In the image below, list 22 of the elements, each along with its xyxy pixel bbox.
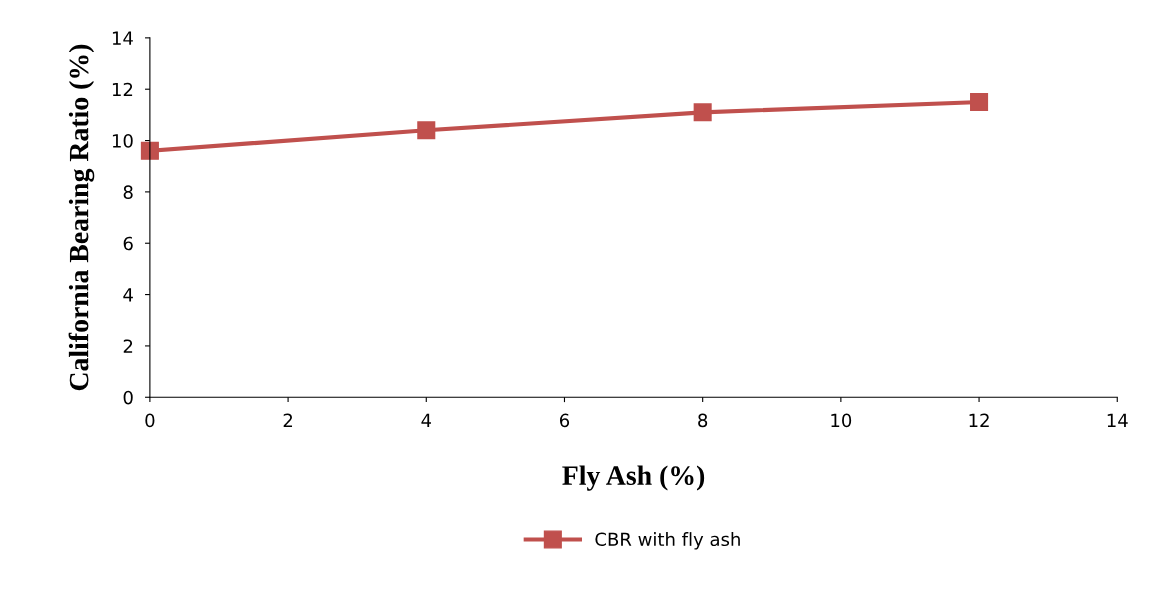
x-tick-label: 6 [559, 413, 570, 428]
point [417, 121, 436, 140]
x-tick-label: 0 [145, 413, 155, 428]
y-tick-label: 6 [123, 236, 133, 251]
y-tick-label: 10 [112, 134, 133, 148]
x-tick-label: 10 [831, 413, 852, 428]
x-axis-title: Fly Ash (%) [562, 465, 705, 491]
point [693, 103, 712, 122]
y-axis-title: California Bearing Ratio (%) [68, 44, 95, 391]
y-tick-label: 8 [123, 185, 133, 200]
x-tick-label: 4 [421, 413, 432, 427]
x-tick-label: 14 [1107, 413, 1128, 427]
x-tick-label: 8 [698, 413, 708, 428]
y-tick-label: 14 [112, 31, 133, 45]
point [970, 93, 989, 112]
legend-label: CBR with fly ash [595, 532, 740, 550]
x-tick-label: 2 [283, 413, 293, 427]
x-tick-label: 12 [969, 413, 989, 427]
y-tick-label: 4 [123, 288, 133, 302]
y-tick-label: 0 [123, 390, 133, 405]
y-tick-label: 12 [112, 82, 133, 97]
y-tick-label: 2 [123, 339, 133, 353]
